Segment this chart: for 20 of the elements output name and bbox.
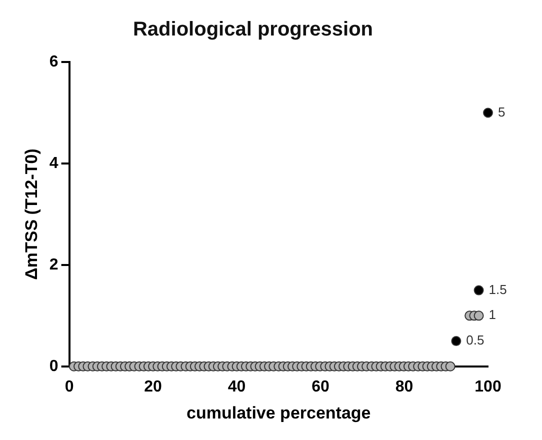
annotation: 1 [488,307,496,322]
annotation: 0.5 [466,332,484,348]
x-tick-label: 60 [312,378,330,396]
y-tick-label: 6 [49,53,58,70]
annotation: 1.5 [488,282,507,297]
y-tick-label: 0 [49,358,58,375]
point [451,336,462,346]
x-axis-title: cumulative percentage [186,403,371,422]
x-tick-label: 0 [64,378,74,396]
y-tick-label: 4 [49,154,58,172]
x-tick-label: 100 [474,378,502,396]
x-tick-label: 20 [144,378,162,396]
y-tick-label: 2 [49,256,58,274]
x-tick-label: 80 [395,378,414,396]
point [474,285,484,296]
annotation: 5 [498,104,506,120]
x-tick-label: 40 [228,378,246,396]
point [483,108,493,118]
y-axis-title: ΔmTSS (T12-T0) [22,148,41,280]
chart-title: Radiological progression [132,18,374,41]
